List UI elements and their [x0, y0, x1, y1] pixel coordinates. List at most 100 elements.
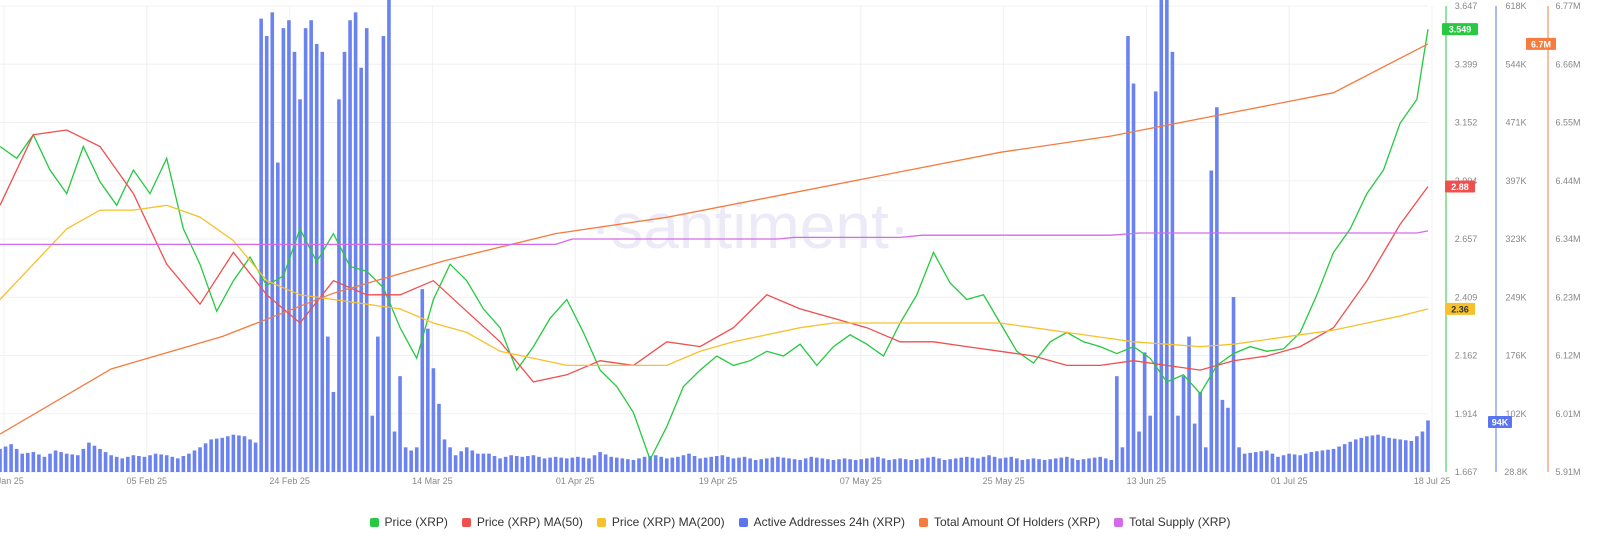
active-addresses-bar [748, 458, 752, 472]
active-addresses-bar [965, 456, 969, 472]
active-addresses-bar [242, 436, 247, 472]
active-addresses-bar [42, 456, 47, 472]
active-addresses-bar [1131, 83, 1136, 472]
active-addresses-bar [1070, 458, 1075, 472]
active-addresses-bar [1403, 440, 1408, 472]
active-addresses-bar [1059, 457, 1064, 472]
active-addresses-bar [703, 457, 708, 472]
active_addresses-tick-label: 176K [1505, 351, 1526, 361]
active-addresses-bar [1331, 448, 1336, 472]
active-addresses-bar [987, 455, 991, 472]
active_addresses-tick-label: 544K [1505, 59, 1526, 69]
active-addresses-bar [1281, 455, 1286, 472]
active-addresses-bar [976, 458, 980, 472]
active-addresses-bar [559, 457, 563, 472]
active-addresses-bar [1226, 407, 1230, 472]
active-addresses-bar [609, 456, 614, 472]
active-addresses-bar [1237, 447, 1241, 472]
holders-tick-label: 6.66M [1555, 59, 1580, 69]
x-tick-label: 18 Jan 25 [0, 476, 24, 486]
active-addresses-bar [798, 459, 802, 472]
active-addresses-bar [137, 456, 141, 472]
active-addresses-bar [481, 453, 486, 472]
value-badge [1445, 180, 1475, 193]
active-addresses-bar [659, 456, 664, 472]
active-addresses-bar [1037, 459, 1041, 472]
active-addresses-bar [637, 458, 641, 472]
price-tick-label: 2.409 [1455, 292, 1478, 302]
active-addresses-bar [842, 458, 847, 472]
active-addresses-bar [720, 455, 725, 472]
active-addresses-bar [248, 439, 252, 472]
active-addresses-bar [909, 459, 914, 472]
holders-tick-label: 6.23M [1555, 292, 1580, 302]
active-addresses-bar [753, 459, 758, 472]
active-addresses-bar [603, 454, 608, 472]
active-addresses-bar [414, 447, 419, 472]
active-addresses-bar [1170, 51, 1175, 472]
active-addresses-bar [992, 456, 997, 472]
active-addresses-bar [1126, 36, 1130, 472]
active-addresses-bar [226, 436, 230, 472]
active-addresses-bar [1392, 438, 1397, 472]
active-addresses-bar [1165, 0, 1169, 473]
active-addresses-bar [1015, 458, 1019, 472]
legend-label: Active Addresses 24h (XRP) [753, 515, 905, 529]
active-addresses-bar [531, 455, 536, 472]
active-addresses-bar [153, 453, 158, 472]
series-line-1 [0, 129, 1429, 383]
active-addresses-bar [398, 376, 402, 472]
active-addresses-bar [776, 456, 780, 472]
active-addresses-bar [642, 456, 647, 472]
legend-item-total-supply[interactable]: Total Supply (XRP) [1114, 515, 1230, 529]
active-addresses-bar [737, 457, 741, 472]
active-addresses-bar [98, 448, 102, 472]
active-addresses-bar [287, 20, 291, 472]
active-addresses-bar [1092, 457, 1097, 472]
active-addresses-bar [259, 18, 263, 472]
active-addresses-bar [92, 445, 97, 472]
x-tick-label: 25 May 25 [983, 476, 1025, 486]
active-addresses-bar [598, 452, 602, 472]
active_addresses-tick-label: 471K [1505, 118, 1526, 128]
active_addresses-tick-label: 249K [1505, 292, 1526, 302]
legend-item-ma50[interactable]: Price (XRP) MA(50) [461, 515, 583, 529]
active-addresses-bar [342, 51, 347, 472]
active-addresses-bar [209, 439, 213, 472]
active-addresses-bar [576, 456, 580, 472]
active-addresses-bar [1087, 458, 1091, 472]
active-addresses-bar [326, 336, 330, 472]
legend-item-ma200[interactable]: Price (XRP) MA(200) [596, 515, 725, 529]
active-addresses-bar [837, 459, 841, 472]
active-addresses-bar [731, 458, 736, 472]
legend-swatch [919, 517, 928, 527]
active-addresses-bar [331, 391, 336, 472]
holders-tick-label: 6.44M [1555, 176, 1580, 186]
active-addresses-bar [70, 454, 75, 472]
active-addresses-bar [614, 457, 619, 472]
active-addresses-bar [87, 442, 91, 472]
x-tick-label: 01 Jul 25 [1271, 476, 1308, 486]
holders-tick-label: 6.12M [1555, 351, 1580, 361]
active-addresses-bar [37, 454, 41, 472]
active-addresses-bar [448, 447, 452, 472]
legend-item-active-addresses[interactable]: Active Addresses 24h (XRP) [738, 515, 905, 529]
legend-item-price[interactable]: Price (XRP) [369, 515, 448, 529]
active-addresses-bar [1176, 415, 1180, 472]
active-addresses-bar [281, 28, 286, 472]
legend-label: Price (XRP) MA(50) [476, 515, 583, 529]
active-addresses-bar [887, 459, 891, 472]
active-addresses-bar [1348, 441, 1353, 472]
active-addresses-bar [1265, 450, 1269, 472]
legend-item-holders[interactable]: Total Amount Of Holders (XRP) [919, 515, 1100, 529]
active-addresses-bar [1298, 455, 1303, 472]
active-addresses-bar [25, 452, 30, 472]
active-addresses-bar [3, 446, 8, 472]
active-addresses-bar [20, 453, 25, 472]
axes: 18 Jan 25 05 Feb 25 24 Feb 25 14 Mar 25 01 A… [0, 1, 1581, 486]
active-addresses-bar [542, 458, 547, 472]
active-addresses-bar [1231, 297, 1236, 472]
active-addresses-bar [792, 459, 797, 472]
active-addresses-bar [1009, 456, 1014, 472]
active-addresses-bar [676, 456, 680, 472]
